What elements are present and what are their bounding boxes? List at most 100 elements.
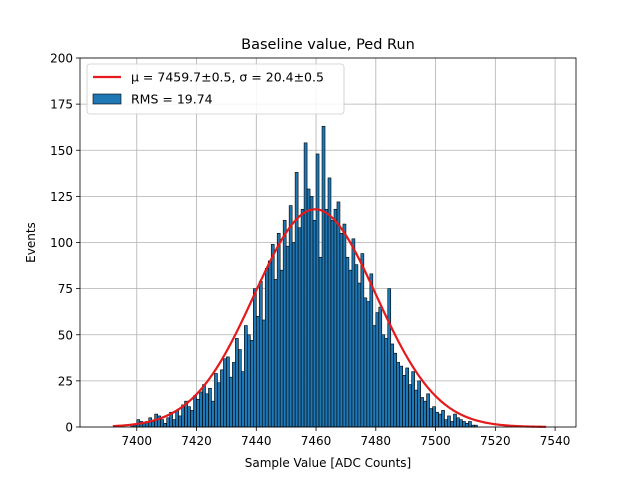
histogram-bar — [253, 288, 257, 428]
histogram-bar — [444, 419, 448, 428]
y-tick-label: 125 — [50, 190, 73, 204]
histogram-bar — [250, 339, 254, 428]
histogram-bar — [381, 334, 386, 428]
histogram-bar — [306, 188, 311, 428]
histogram-bar — [378, 306, 383, 428]
histogram-bar — [175, 410, 179, 428]
histogram-bar — [393, 352, 398, 428]
histogram-bar — [465, 423, 469, 428]
legend-box — [86, 63, 345, 115]
histogram-bar — [297, 227, 302, 428]
histogram-bar — [288, 205, 293, 428]
histogram-bar — [273, 279, 278, 428]
legend: μ = 7459.7±0.5, σ = 20.4±0.5 RMS = 19.74 — [86, 63, 345, 115]
histogram-bar — [220, 369, 224, 428]
histogram-bar — [339, 232, 344, 428]
histogram-bar — [348, 269, 353, 428]
histogram-bar — [166, 417, 170, 428]
histogram-bar — [315, 153, 320, 428]
histogram-bar — [366, 301, 371, 428]
histogram-bar — [247, 334, 251, 428]
x-tick-label: 7520 — [480, 434, 511, 448]
histogram-bar — [354, 264, 359, 428]
histogram-bar — [399, 365, 403, 428]
axis-ticks: 7400 7420 7440 7460 7480 7500 7520 7540 0 25 50 75 1… — [50, 52, 570, 449]
histogram-bar — [205, 393, 209, 428]
histogram-bar — [390, 343, 395, 428]
histogram-bar — [369, 273, 374, 428]
histogram-bar — [324, 208, 329, 428]
histogram-bar — [279, 269, 284, 428]
histogram-bar — [244, 325, 248, 428]
histogram-bar — [187, 406, 191, 428]
histogram-bar — [432, 406, 436, 428]
histogram-bar — [402, 375, 406, 428]
histogram-bar — [468, 421, 472, 428]
histogram-bar — [423, 400, 427, 428]
fit-curve — [112, 208, 547, 428]
histogram-bar — [151, 421, 155, 428]
y-tick-label: 25 — [58, 374, 73, 388]
histogram-bar — [321, 125, 326, 428]
histogram-bar — [333, 208, 338, 428]
histogram-bar — [217, 382, 221, 428]
histogram-bar — [255, 315, 260, 428]
histogram-bar — [312, 220, 317, 428]
histogram-bar — [258, 280, 263, 428]
histogram-bar — [238, 349, 242, 428]
histogram-bar — [193, 395, 197, 428]
histogram-bar — [438, 413, 442, 428]
histogram-bar — [453, 413, 457, 428]
histogram-bar — [232, 362, 236, 428]
histogram-bar — [414, 389, 418, 428]
histogram-bar — [405, 367, 409, 428]
histogram-bar — [241, 371, 245, 428]
histogram-bar — [351, 238, 356, 428]
y-axis-label: Events — [24, 222, 38, 263]
y-tick-label: 200 — [50, 52, 73, 66]
histogram-bar — [294, 172, 299, 428]
histogram-bar — [303, 142, 308, 428]
histogram-bar — [462, 421, 466, 428]
x-tick-label: 7500 — [420, 434, 451, 448]
histogram-bar — [384, 338, 389, 428]
histogram-bar — [267, 260, 272, 428]
histogram-bar — [202, 384, 206, 428]
histogram-bar — [441, 410, 445, 428]
histogram-bar — [261, 319, 266, 428]
x-tick-label: 7480 — [361, 434, 392, 448]
histogram-bar — [435, 411, 439, 428]
histogram-bar — [330, 220, 335, 428]
histogram-bar — [196, 399, 200, 428]
histogram-bar — [360, 253, 365, 428]
histogram-bar — [285, 245, 290, 428]
histogram-bar — [223, 358, 227, 428]
histogram-bar — [264, 268, 269, 428]
histogram-bar — [229, 376, 233, 428]
histogram-bar — [309, 196, 314, 428]
histogram-bar — [375, 312, 380, 428]
histogram-bar — [387, 288, 392, 428]
chart-title: Baseline value, Ped Run — [241, 37, 415, 53]
histogram-bar — [411, 371, 415, 428]
x-axis-label: Sample Value [ADC Counts] — [245, 456, 411, 470]
histogram-bar — [199, 391, 203, 428]
y-tick-label: 0 — [65, 421, 73, 435]
histogram-bar — [178, 415, 182, 428]
histogram-bar — [459, 419, 463, 428]
histogram-bar — [282, 220, 287, 428]
x-tick-label: 7440 — [241, 434, 272, 448]
y-tick-label: 150 — [50, 144, 73, 158]
histogram-bar — [214, 373, 218, 428]
histogram-bar — [226, 356, 230, 428]
histogram-bar — [318, 256, 323, 428]
legend-histogram-label: RMS = 19.74 — [131, 92, 213, 107]
y-tick-label: 50 — [58, 328, 73, 342]
y-tick-label: 100 — [50, 236, 73, 250]
histogram-bar — [190, 410, 194, 428]
histogram-bar — [408, 384, 412, 428]
histogram-bar — [420, 397, 424, 428]
histogram-bar — [163, 423, 167, 428]
legend-fit-label: μ = 7459.7±0.5, σ = 20.4±0.5 — [131, 70, 324, 85]
